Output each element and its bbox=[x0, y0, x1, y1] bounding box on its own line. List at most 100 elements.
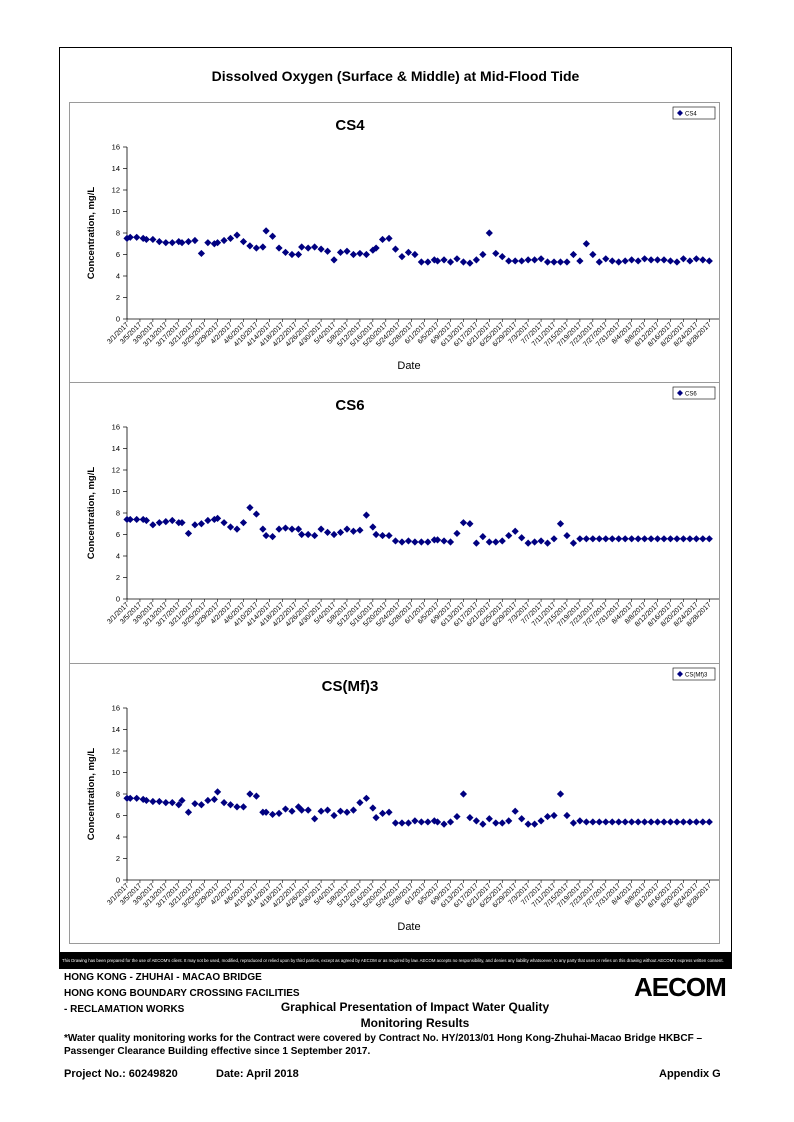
data-point bbox=[197, 249, 206, 258]
y-tick-label: 2 bbox=[116, 854, 120, 863]
data-point bbox=[417, 818, 425, 826]
data-point bbox=[268, 533, 277, 541]
drawing-frame: Dissolved Oxygen (Surface & Middle) at M… bbox=[59, 47, 732, 969]
data-point bbox=[356, 249, 364, 258]
data-point bbox=[369, 523, 377, 531]
legend-label: CS(Mf)3 bbox=[685, 673, 708, 679]
y-tick-label: 16 bbox=[112, 423, 120, 432]
data-point bbox=[615, 535, 623, 543]
data-point bbox=[537, 255, 545, 263]
data-point bbox=[692, 818, 700, 826]
data-point bbox=[699, 535, 707, 543]
y-tick-label: 6 bbox=[116, 811, 120, 820]
data-point bbox=[511, 257, 519, 265]
data-point bbox=[602, 818, 610, 826]
data-point bbox=[281, 524, 290, 532]
data-point bbox=[563, 258, 571, 266]
data-point bbox=[298, 530, 306, 539]
data-point bbox=[492, 819, 500, 827]
data-point bbox=[398, 538, 406, 546]
y-axis-title: Concentration, mg/L bbox=[86, 748, 97, 841]
data-point bbox=[589, 818, 597, 826]
data-point bbox=[226, 523, 235, 531]
data-point bbox=[466, 259, 474, 267]
data-point bbox=[556, 258, 565, 266]
data-point bbox=[220, 236, 228, 245]
data-point bbox=[679, 818, 688, 826]
data-point bbox=[543, 539, 552, 547]
data-point bbox=[582, 240, 590, 248]
chart-panel-cs6: CS6 CS6 0 2 4 6 8 10 12 14 16 Concentration, mg/L 3/… bbox=[69, 382, 720, 664]
data-point bbox=[330, 530, 338, 539]
data-point bbox=[411, 817, 419, 825]
y-tick-label: 0 bbox=[116, 595, 120, 604]
data-point bbox=[666, 535, 675, 543]
data-point bbox=[692, 255, 700, 263]
data-point bbox=[162, 799, 170, 807]
chart-panel-cs4: CS4 CS4 0 2 4 6 8 10 12 14 16 Concentration, mg/L 3/… bbox=[69, 102, 720, 383]
data-point bbox=[440, 256, 448, 264]
data-point bbox=[531, 538, 539, 546]
data-point bbox=[362, 794, 370, 802]
data-point bbox=[666, 818, 675, 826]
data-point bbox=[323, 528, 332, 536]
data-point bbox=[686, 818, 694, 826]
data-point bbox=[191, 236, 199, 245]
data-point bbox=[226, 234, 235, 242]
data-point bbox=[453, 812, 461, 821]
data-point bbox=[133, 515, 141, 524]
data-point bbox=[311, 243, 319, 251]
project-name-line-3: - RECLAMATION WORKS bbox=[64, 1004, 185, 1015]
y-tick-label: 8 bbox=[116, 229, 120, 238]
data-point bbox=[634, 818, 642, 826]
data-point bbox=[446, 538, 455, 546]
data-point bbox=[589, 535, 597, 543]
data-point bbox=[391, 819, 400, 827]
data-point bbox=[518, 534, 526, 542]
data-point bbox=[453, 529, 461, 538]
y-tick-label: 0 bbox=[116, 315, 120, 324]
data-point bbox=[472, 256, 480, 264]
data-point bbox=[621, 818, 629, 826]
data-point bbox=[433, 536, 442, 544]
data-point bbox=[705, 257, 713, 265]
data-point bbox=[505, 531, 513, 540]
data-point bbox=[531, 820, 539, 828]
data-point bbox=[349, 806, 358, 814]
project-name-line-1: HONG KONG - ZHUHAI - MACAO BRIDGE bbox=[64, 972, 262, 983]
data-point bbox=[537, 537, 545, 545]
data-point bbox=[239, 803, 248, 811]
data-point bbox=[679, 535, 688, 543]
data-point bbox=[246, 504, 254, 512]
data-point bbox=[362, 511, 370, 519]
data-point bbox=[343, 247, 351, 255]
y-tick-label: 14 bbox=[112, 725, 120, 734]
data-point bbox=[589, 250, 597, 259]
data-point bbox=[576, 817, 584, 825]
data-point bbox=[149, 521, 157, 529]
data-point bbox=[673, 818, 681, 826]
data-point bbox=[168, 516, 176, 525]
y-tick-label: 10 bbox=[112, 487, 120, 496]
data-point bbox=[155, 238, 163, 246]
data-point bbox=[226, 801, 235, 809]
data-point bbox=[673, 535, 681, 543]
legend: CS6 bbox=[672, 386, 716, 400]
data-point bbox=[246, 242, 254, 250]
data-point bbox=[621, 535, 629, 543]
data-point bbox=[615, 818, 623, 826]
data-point bbox=[168, 799, 176, 807]
main-title: Dissolved Oxygen (Surface & Middle) at M… bbox=[211, 68, 580, 84]
chart-title: CS6 bbox=[335, 397, 364, 414]
data-point bbox=[133, 233, 141, 241]
data-point bbox=[336, 528, 345, 536]
data-point bbox=[372, 244, 380, 252]
data-point bbox=[556, 790, 565, 798]
data-point bbox=[149, 235, 157, 244]
data-point bbox=[398, 253, 406, 261]
y-axis-title: Concentration, mg/L bbox=[86, 467, 97, 560]
data-point bbox=[446, 258, 455, 266]
y-tick-label: 16 bbox=[112, 704, 120, 713]
legend-marker bbox=[677, 671, 683, 677]
